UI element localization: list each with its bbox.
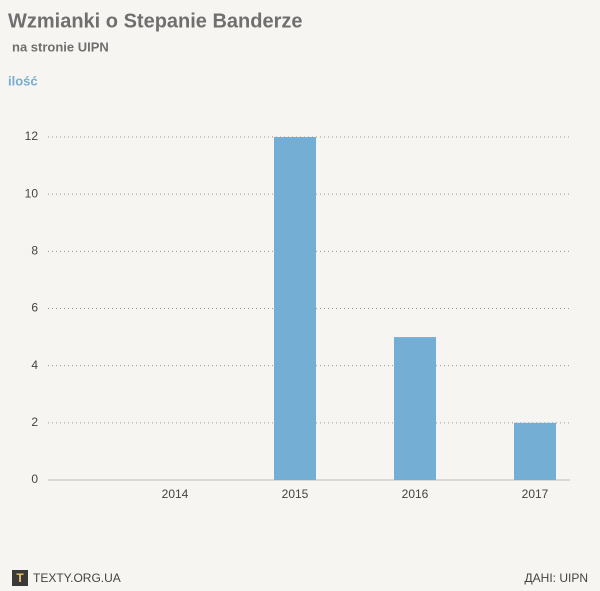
y-tick-label: 0 — [31, 472, 38, 486]
y-tick-label: 8 — [31, 244, 38, 258]
chart-subtitle: na stronie UIPN — [12, 39, 109, 54]
x-tick-label: 2017 — [522, 487, 549, 501]
y-tick-label: 2 — [31, 415, 38, 429]
y-axis-label: ilość — [8, 73, 38, 88]
x-tick-label: 2016 — [402, 487, 429, 501]
logo-box — [12, 570, 28, 586]
x-tick-label: 2014 — [162, 487, 189, 501]
y-tick-label: 12 — [25, 129, 39, 143]
x-tick-label: 2015 — [282, 487, 309, 501]
bar — [274, 137, 316, 480]
logo: T — [16, 571, 24, 585]
source-site: TEXTY.ORG.UA — [33, 571, 121, 585]
chart-title: Wzmianki o Stepanie Banderze — [8, 10, 303, 32]
bar — [514, 422, 556, 480]
y-tick-label: 6 — [31, 301, 38, 315]
y-tick-label: 4 — [31, 358, 38, 372]
y-tick-label: 10 — [25, 186, 39, 200]
bar — [394, 337, 436, 480]
data-source: ДАНІ: UIPN — [525, 571, 588, 585]
